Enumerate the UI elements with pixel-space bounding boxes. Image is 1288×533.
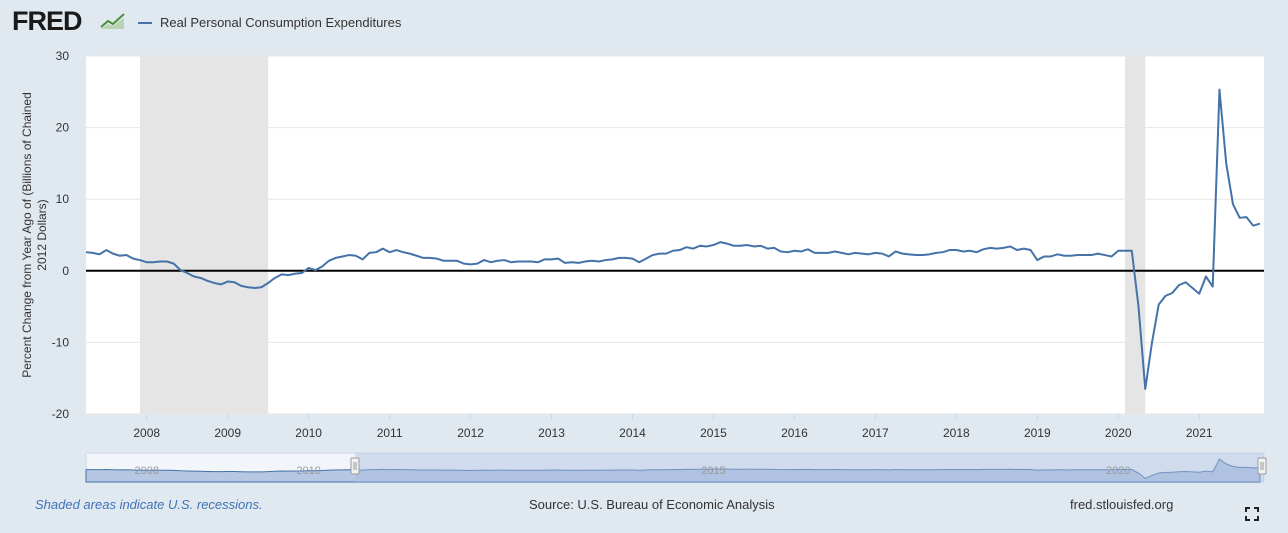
x-tick-label: 2018	[943, 426, 970, 440]
navigator-series	[85, 458, 1261, 483]
site-url: fred.stlouisfed.org	[1070, 497, 1174, 512]
y-tick-label: 20	[56, 121, 70, 135]
x-axis-ticks: 2008 2009 2010 2011 2012 2013 2014 2015 2016 2017…	[133, 414, 1213, 440]
series-layer	[85, 88, 1261, 390]
legend[interactable]: Real Personal Consumption Expenditures	[138, 15, 401, 30]
legend-label: Real Personal Consumption Expenditures	[160, 15, 402, 30]
gridlines	[86, 55, 1264, 415]
fred-chart-logo-icon	[100, 13, 125, 29]
x-tick-label: 2016	[781, 426, 808, 440]
recession-note[interactable]: Shaded areas indicate U.S. recessions.	[35, 497, 263, 512]
fullscreen-icon[interactable]	[1245, 507, 1259, 521]
fred-logo[interactable]: FRED	[12, 6, 82, 36]
y-tick-label: -10	[52, 335, 70, 349]
navigator-handle-left[interactable]	[350, 457, 360, 475]
x-tick-label: 2014	[619, 426, 646, 440]
navigator-label: 2020	[1106, 465, 1130, 477]
x-tick-label: 2013	[538, 426, 565, 440]
navigator-label: 2008	[134, 465, 158, 477]
navigator-label: 2010	[296, 465, 320, 477]
x-tick-label: 2010	[295, 426, 322, 440]
x-tick-label: 2019	[1024, 426, 1051, 440]
x-tick-label: 2012	[457, 426, 484, 440]
source-text: Source: U.S. Bureau of Economic Analysis	[529, 497, 775, 512]
y-axis-ticks: 30 20 10 0 -10 -20	[52, 49, 70, 421]
y-axis-label-line2: 2012 Dollars)	[35, 199, 49, 270]
navigator-selection	[355, 453, 1264, 482]
navigator-label: 2015	[701, 465, 725, 477]
plot-background	[86, 56, 1264, 414]
y-tick-label: 10	[56, 192, 70, 206]
chart-header: FRED Real Personal Consumption Expenditu…	[0, 0, 1288, 46]
x-tick-label: 2011	[377, 426, 403, 440]
y-tick-label: 30	[56, 49, 70, 63]
recession-band	[139, 56, 269, 414]
x-tick-label: 2017	[862, 426, 889, 440]
x-tick-label: 2008	[133, 426, 160, 440]
range-navigator[interactable]: 2008 2010 2015 2020	[85, 452, 1267, 483]
recession-shading	[139, 56, 1146, 414]
y-tick-label: 0	[62, 264, 69, 278]
y-tick-label: -20	[52, 407, 70, 421]
x-tick-label: 2021	[1186, 426, 1213, 440]
x-tick-label: 2009	[214, 426, 241, 440]
x-tick-label: 2015	[700, 426, 727, 440]
x-tick-label: 2020	[1105, 426, 1132, 440]
y-axis-label: Percent Change from Year Ago of (Billion…	[20, 92, 34, 378]
series-line	[85, 88, 1261, 390]
legend-swatch	[138, 21, 152, 24]
navigator-handle-right[interactable]	[1257, 457, 1267, 475]
